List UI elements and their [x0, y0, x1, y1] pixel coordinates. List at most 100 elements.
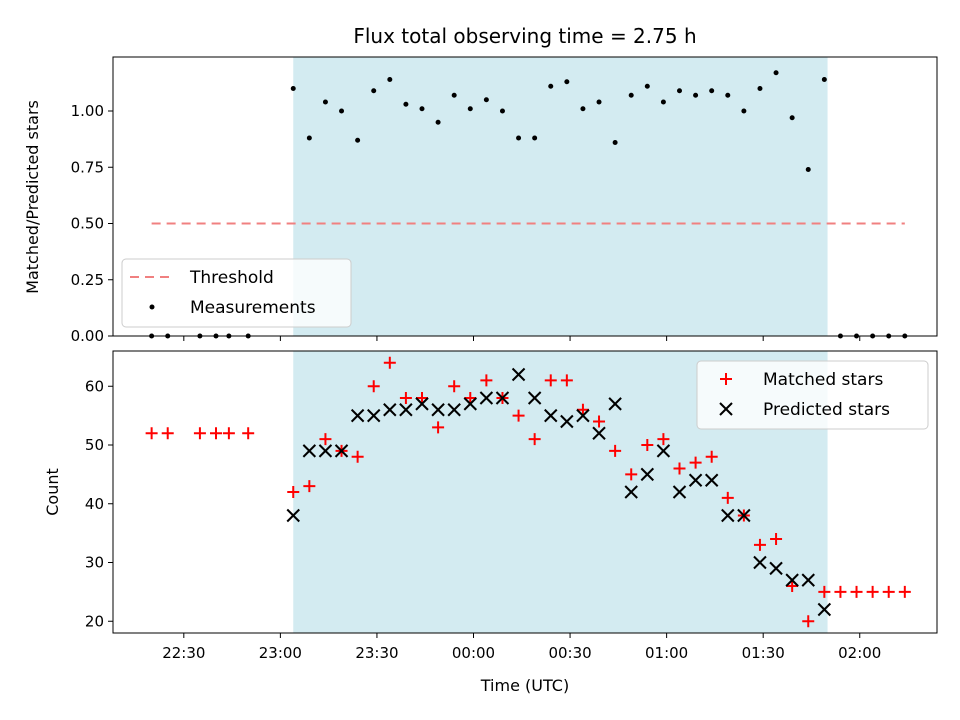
predicted-star-point	[463, 397, 477, 411]
matched-star-point	[416, 392, 428, 404]
measurement-point	[516, 135, 522, 141]
y-tick-label: 0.25	[71, 271, 104, 289]
predicted-star-point	[544, 408, 558, 423]
matched-star-point	[641, 439, 654, 451]
matched-star-point	[657, 433, 670, 446]
predicted-star-point	[672, 485, 687, 499]
matched-star-point	[802, 615, 815, 628]
measurement-point	[821, 77, 827, 82]
predicted-star-point	[656, 444, 671, 458]
matched-star-point	[753, 538, 766, 551]
matched-star-point	[303, 480, 316, 493]
measurement-point	[467, 106, 473, 112]
matched-star-point	[882, 585, 895, 598]
predicted-star-point	[350, 408, 365, 423]
predicted-star-point	[511, 367, 526, 382]
top-y-axis: 0.00 0.25 0.50 0.75 1.00	[71, 102, 113, 345]
measurement-point	[709, 88, 715, 94]
measurement-point	[371, 88, 377, 94]
predicted-star-point	[334, 444, 349, 458]
legend-measurements-label: Measurements	[190, 298, 316, 318]
y-tick-label: 30	[85, 554, 104, 572]
measurement-point	[451, 92, 457, 98]
legend-matched-swatch	[720, 373, 732, 385]
x-axis-label: Time (UTC)	[480, 676, 569, 695]
predicted-star-point	[560, 414, 574, 429]
y-tick-label: 60	[85, 377, 104, 395]
predicted-star-point	[431, 403, 445, 417]
predicted-star-point	[415, 397, 429, 411]
measurement-point	[596, 99, 602, 105]
measurement-point	[693, 92, 699, 98]
predicted-star-point	[286, 508, 300, 523]
predicted-star-point	[383, 403, 397, 417]
x-tick-label: 22:30	[162, 644, 205, 662]
predicted-star-point	[479, 391, 494, 405]
bottom-y-axis: 20 30 40 50 60	[85, 377, 113, 630]
measurement-point	[306, 135, 312, 141]
matched-star-point	[850, 585, 863, 598]
matched-star-point	[705, 450, 718, 463]
measurement-point	[499, 108, 505, 114]
matched-star-point	[609, 444, 622, 457]
matched-star-point	[448, 380, 461, 393]
predicted-star-point	[367, 408, 381, 423]
matched-star-point	[593, 415, 606, 428]
predicted-star-point	[576, 408, 590, 423]
matched-star-point	[193, 427, 206, 440]
measurement-point	[419, 106, 425, 112]
measurement-point	[403, 101, 409, 107]
y-tick-label: 20	[85, 612, 104, 630]
matched-star-point	[866, 585, 879, 598]
measurement-point	[741, 108, 747, 114]
matched-star-point	[383, 356, 396, 369]
measurement-point	[660, 99, 666, 105]
measurement-point	[483, 97, 489, 103]
measurement-point	[339, 108, 345, 114]
top-observing-window	[293, 57, 828, 336]
y-tick-label: 40	[85, 495, 104, 513]
matched-star-point	[367, 380, 380, 393]
predicted-star-point	[721, 508, 735, 523]
measurement-point	[644, 83, 650, 89]
x-tick-label: 01:30	[742, 644, 785, 662]
matched-star-point	[210, 427, 222, 440]
x-tick-label: 01:00	[645, 644, 688, 662]
matched-star-point	[576, 403, 589, 416]
bottom-x-axis: 22:30 23:00 23:30 00:00 00:30 01:00 01:30 02:00	[162, 633, 881, 662]
top-legend-box	[121, 258, 352, 328]
measurement-point	[773, 70, 779, 76]
measurement-point	[290, 86, 296, 91]
measurement-point	[677, 88, 682, 94]
predicted-star-point	[399, 403, 413, 417]
y-tick-label: 0.00	[71, 327, 104, 345]
predicted-star-point	[704, 473, 719, 487]
measurement-points	[149, 70, 908, 339]
top-plot-frame	[112, 56, 938, 337]
matched-star-point	[512, 409, 525, 422]
legend-predicted-label: Predicted stars	[763, 400, 890, 420]
matched-star-point	[786, 580, 799, 592]
chart-title: Flux total observing time = 2.75 h	[353, 24, 696, 48]
top-x-ticks	[183, 336, 861, 341]
measurement-point	[628, 92, 634, 98]
predicted-star-point	[737, 508, 751, 523]
predicted-star-point	[801, 573, 815, 587]
legend-matched-label: Matched stars	[763, 370, 883, 390]
predicted-star-point	[753, 555, 767, 570]
matched-star-point	[689, 456, 702, 469]
matched-star-point	[528, 433, 541, 446]
matched-star-point	[560, 374, 573, 387]
measurement-point	[580, 106, 586, 112]
predicted-star-point	[817, 602, 832, 617]
measurement-point	[564, 79, 570, 85]
predicted-star-point	[769, 561, 783, 576]
x-tick-label: 00:00	[452, 644, 495, 662]
y-tick-label: 1.00	[71, 102, 104, 120]
legend-predicted-swatch	[719, 402, 733, 416]
x-tick-label: 23:30	[355, 644, 398, 662]
x-tick-label: 02:00	[838, 644, 881, 662]
y-tick-label: 50	[85, 436, 104, 454]
predicted-star-point	[318, 444, 333, 458]
